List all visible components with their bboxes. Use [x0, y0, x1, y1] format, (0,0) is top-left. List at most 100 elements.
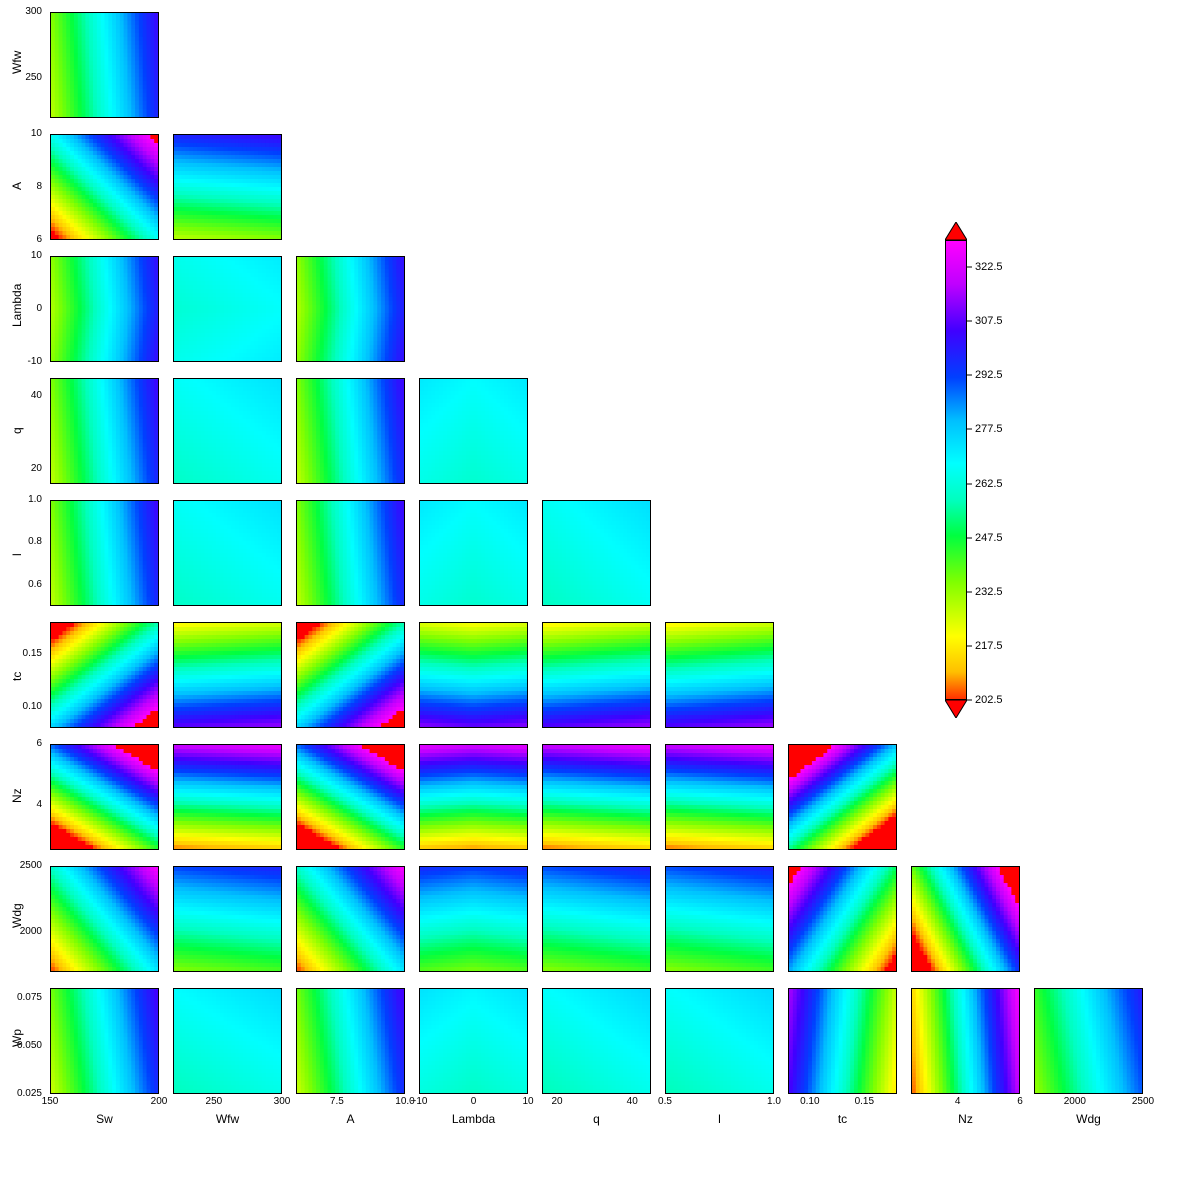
panel-Nz-vs-Sw [50, 744, 159, 850]
xlabel-Wdg: Wdg [1034, 1112, 1143, 1126]
xtick: 6 [1017, 1096, 1023, 1107]
panel-l-vs-Lambda [419, 500, 528, 606]
panel-Wdg-vs-q [542, 866, 651, 972]
xlabel-Wfw: Wfw [173, 1112, 282, 1126]
panel-Wp-vs-A [296, 988, 405, 1094]
panel-q-vs-Lambda [419, 378, 528, 484]
colorbar-tick: 217.5 [975, 640, 1003, 652]
panel-Wp-vs-Sw [50, 988, 159, 1094]
xtick: 0.5 [658, 1096, 672, 1107]
ylabel-A: A [10, 182, 24, 190]
panel-Nz-vs-A [296, 744, 405, 850]
panel-tc-vs-Lambda [419, 622, 528, 728]
panel-Nz-vs-tc [788, 744, 897, 850]
colorbar-tick: 322.5 [975, 261, 1003, 273]
panel-tc-vs-Sw [50, 622, 159, 728]
panel-Nz-vs-l [665, 744, 774, 850]
panel-q-vs-Wfw [173, 378, 282, 484]
panel-Lambda-vs-Wfw [173, 256, 282, 362]
ylabel-Lambda: Lambda [10, 284, 24, 327]
panel-Nz-vs-q [542, 744, 651, 850]
xlabel-q: q [542, 1112, 651, 1126]
panel-Wdg-vs-Sw [50, 866, 159, 972]
panel-Wdg-vs-Wfw [173, 866, 282, 972]
panel-Nz-vs-Lambda [419, 744, 528, 850]
panel-Wp-vs-l [665, 988, 774, 1094]
panel-q-vs-A [296, 378, 405, 484]
panel-Wp-vs-Wfw [173, 988, 282, 1094]
xtick: 20 [551, 1096, 562, 1107]
xtick: −10 [411, 1096, 428, 1107]
panel-l-vs-Sw [50, 500, 159, 606]
panel-Wdg-vs-l [665, 866, 774, 972]
xlabel-A: A [296, 1112, 405, 1126]
xtick: 1.0 [767, 1096, 781, 1107]
colorbar-tick: 232.5 [975, 586, 1003, 598]
ylabel-Wdg: Wdg [10, 903, 24, 928]
xtick: 2000 [1064, 1096, 1086, 1107]
xtick: 7.5 [330, 1096, 344, 1107]
colorbar-tick: 292.5 [975, 369, 1003, 381]
panel-Wdg-vs-Nz [911, 866, 1020, 972]
panel-A-vs-Sw [50, 134, 159, 240]
xtick: 0.15 [855, 1096, 874, 1107]
colorbar-tickline [967, 321, 972, 322]
panel-tc-vs-Wfw [173, 622, 282, 728]
panel-Wp-vs-Lambda [419, 988, 528, 1094]
xlabel-l: l [665, 1112, 774, 1126]
panel-Lambda-vs-Sw [50, 256, 159, 362]
xtick: 200 [151, 1096, 168, 1107]
panel-tc-vs-A [296, 622, 405, 728]
panel-A-vs-Wfw [173, 134, 282, 240]
ylabel-Wp: Wp [10, 1029, 24, 1047]
xtick: 0 [471, 1096, 477, 1107]
colorbar-tickline [967, 483, 972, 484]
panel-l-vs-q [542, 500, 651, 606]
panel-Wp-vs-tc [788, 988, 897, 1094]
colorbar-tick: 307.5 [975, 315, 1003, 327]
colorbar-gradient [945, 240, 967, 700]
panel-Wfw-vs-Sw [50, 12, 159, 118]
xtick: 300 [274, 1096, 291, 1107]
colorbar-tickline [967, 645, 972, 646]
panel-Wp-vs-q [542, 988, 651, 1094]
xlabel-tc: tc [788, 1112, 897, 1126]
xlabel-Nz: Nz [911, 1112, 1020, 1126]
xtick: 10 [522, 1096, 533, 1107]
xlabel-Sw: Sw [50, 1112, 159, 1126]
colorbar-tickline [967, 700, 972, 701]
panel-Wp-vs-Wdg [1034, 988, 1143, 1094]
panel-Wdg-vs-A [296, 866, 405, 972]
colorbar-tick: 277.5 [975, 423, 1003, 435]
panel-Wp-vs-Nz [911, 988, 1020, 1094]
panel-l-vs-A [296, 500, 405, 606]
panel-Lambda-vs-A [296, 256, 405, 362]
colorbar-tickline [967, 375, 972, 376]
ylabel-tc: tc [10, 672, 24, 681]
ylabel-l: l [10, 553, 24, 556]
colorbar-tick: 247.5 [975, 532, 1003, 544]
colorbar-tickline [967, 537, 972, 538]
ylabel-Wfw: Wfw [10, 51, 24, 74]
panel-Nz-vs-Wfw [173, 744, 282, 850]
xtick: 150 [42, 1096, 59, 1107]
xtick: 2500 [1132, 1096, 1154, 1107]
xtick: 250 [206, 1096, 223, 1107]
colorbar-tickline [967, 429, 972, 430]
xlabel-Lambda: Lambda [419, 1112, 528, 1126]
xtick: 40 [627, 1096, 638, 1107]
panel-l-vs-Wfw [173, 500, 282, 606]
colorbar-tick: 202.5 [975, 694, 1003, 706]
panel-tc-vs-l [665, 622, 774, 728]
colorbar-tick: 262.5 [975, 478, 1003, 490]
colorbar-tickline [967, 267, 972, 268]
panel-Wdg-vs-tc [788, 866, 897, 972]
panel-Wdg-vs-Lambda [419, 866, 528, 972]
xtick: 0.10 [800, 1096, 819, 1107]
colorbar-tickline [967, 591, 972, 592]
xtick: 4 [955, 1096, 961, 1107]
panel-tc-vs-q [542, 622, 651, 728]
colorbar [945, 240, 967, 700]
ylabel-q: q [10, 427, 24, 434]
ylabel-Nz: Nz [10, 788, 24, 803]
